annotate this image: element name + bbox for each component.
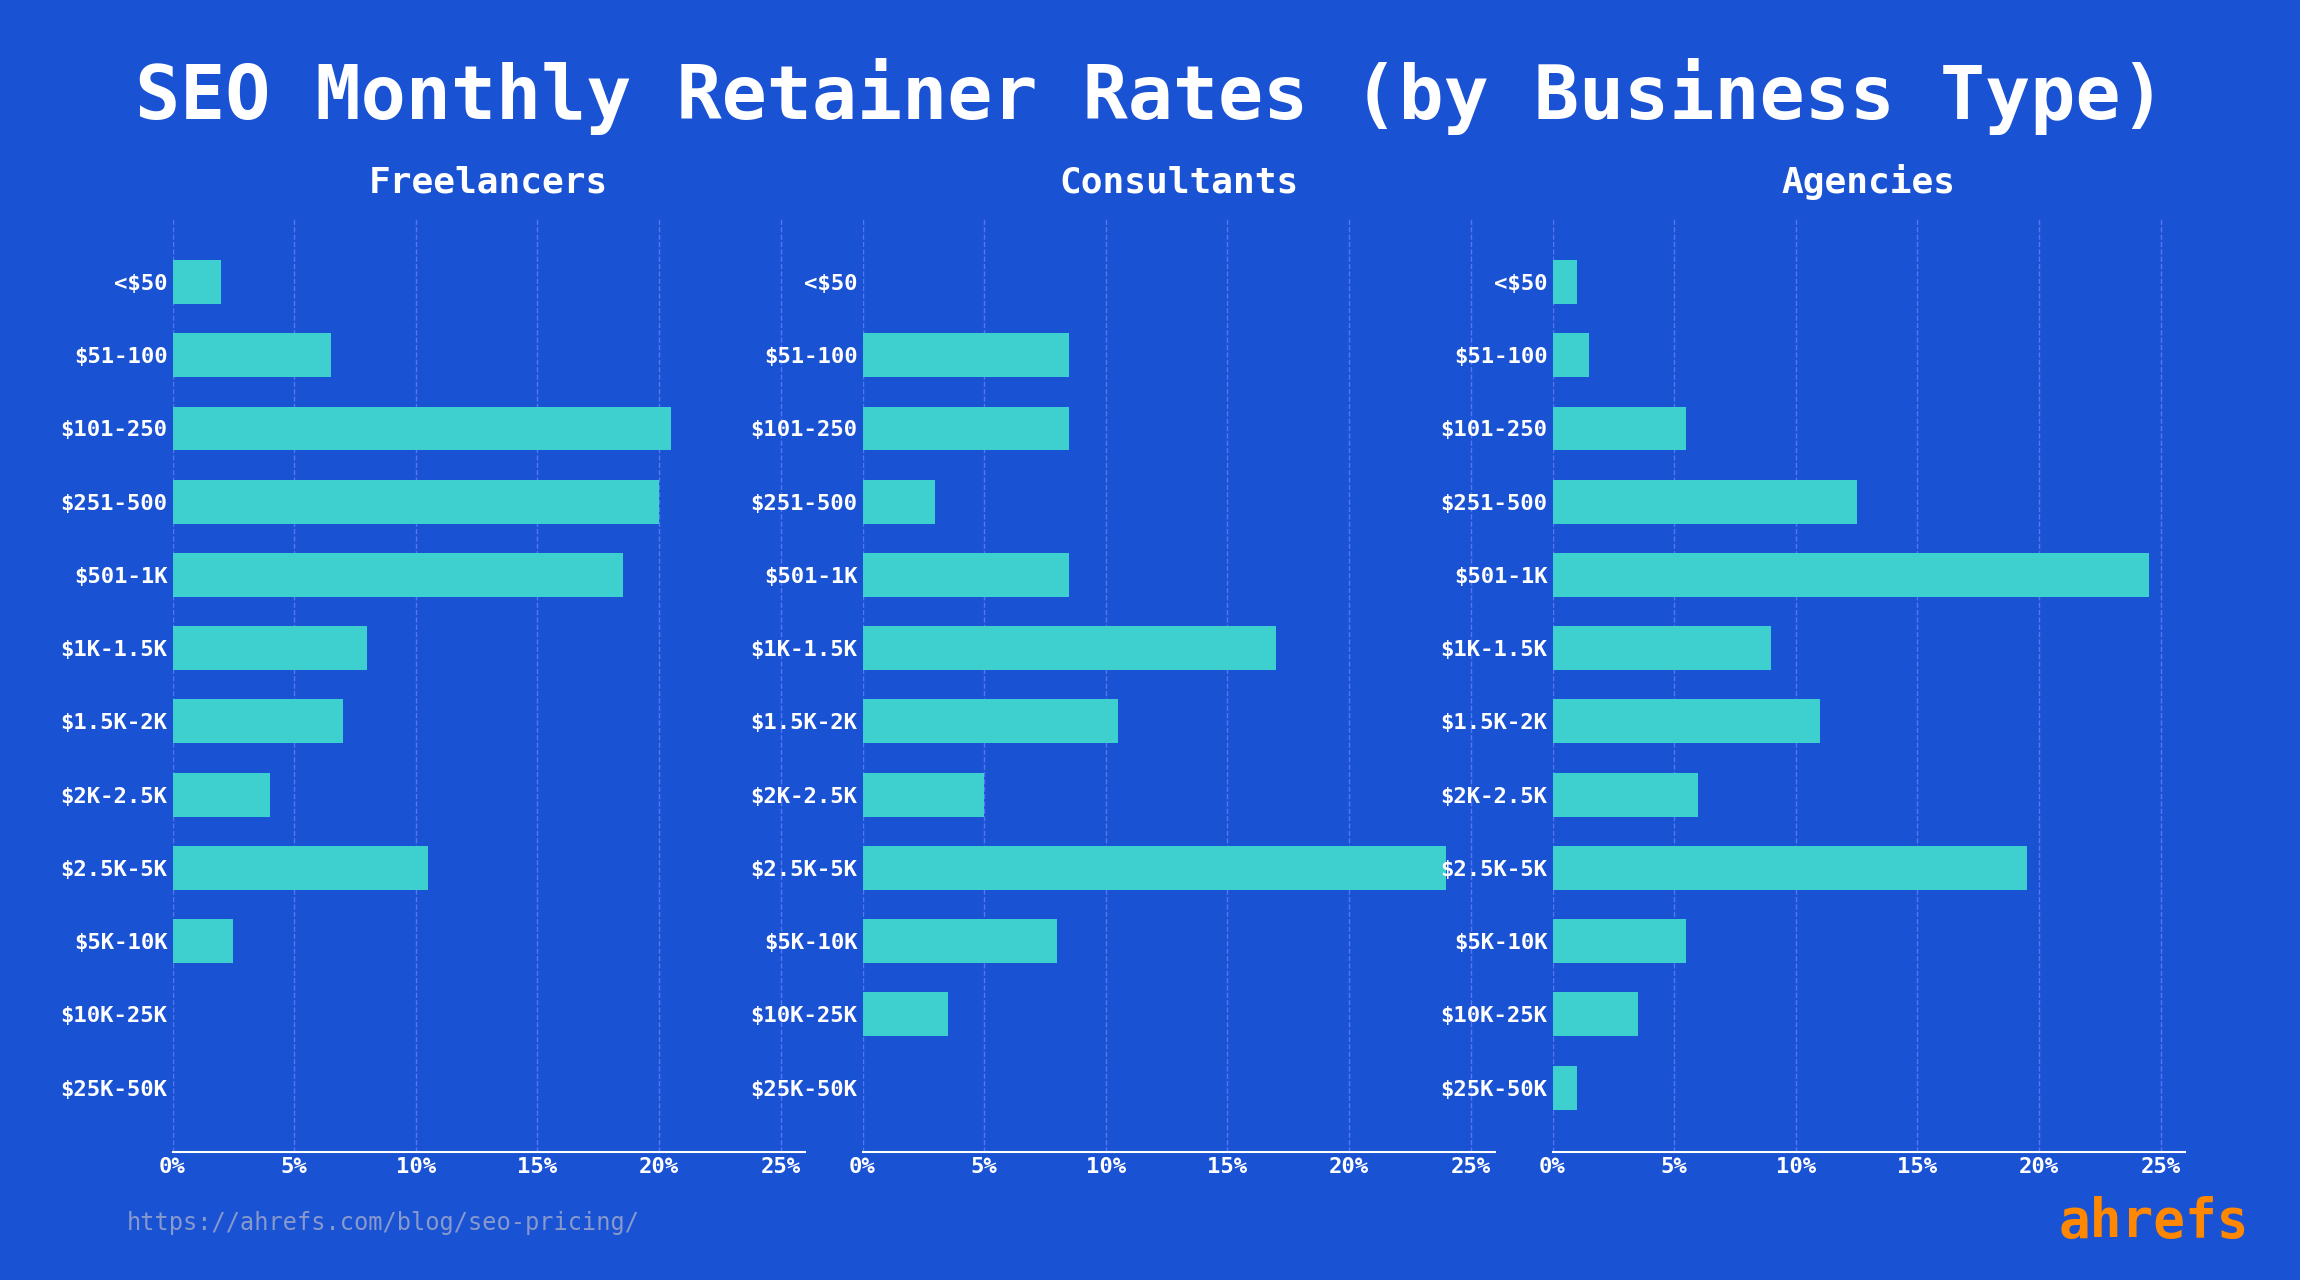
Bar [1552,1065,1578,1110]
Bar [862,333,1070,378]
Bar [862,919,1058,963]
Bar [862,773,984,817]
Bar [1552,919,1686,963]
Bar [1552,846,2026,890]
Bar [1552,480,1856,524]
Bar [862,846,1447,890]
Bar [862,699,1118,744]
Bar [862,553,1070,596]
Bar [172,626,368,671]
Bar [1552,773,1697,817]
Text: ahrefs: ahrefs [2058,1196,2249,1248]
Text: https://ahrefs.com/blog/seo-pricing/: https://ahrefs.com/blog/seo-pricing/ [126,1211,639,1235]
Bar [862,992,948,1037]
Bar [1552,553,2148,596]
Bar [172,846,428,890]
Bar [1552,626,1771,671]
Bar [1552,260,1578,305]
Bar [172,773,269,817]
Bar [172,333,331,378]
Bar [1552,992,1638,1037]
Title: Freelancers: Freelancers [368,165,610,200]
Bar [172,480,660,524]
Title: Consultants: Consultants [1058,165,1299,200]
Bar [862,480,936,524]
Bar [862,626,1276,671]
Bar [1552,333,1589,378]
Bar [862,407,1070,451]
Bar [1552,407,1686,451]
Bar [1552,699,1819,744]
Bar [172,553,623,596]
Bar [172,699,343,744]
Bar [172,260,221,305]
Bar [172,919,232,963]
Text: SEO Monthly Retainer Rates (by Business Type): SEO Monthly Retainer Rates (by Business … [136,58,2164,134]
Bar [172,407,672,451]
Title: Agencies: Agencies [1782,164,1955,200]
